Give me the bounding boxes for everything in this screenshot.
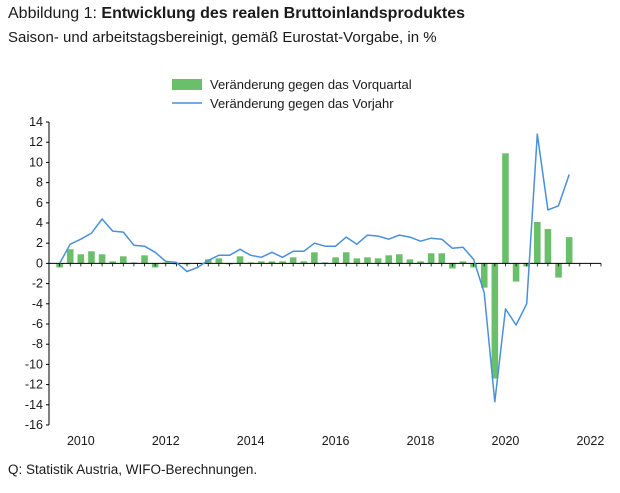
bar-quarter-change [374,258,382,264]
bar-quarter-change [279,261,286,264]
bar-quarter-change [353,258,361,264]
source-note: Q: Statistik Austria, WIFO-Berechnungen. [8,462,258,477]
bar-quarter-change [332,257,339,264]
bar-quarter-change [321,262,329,264]
bar-quarter-change [268,261,276,264]
bar-quarter-change [289,257,297,264]
title-prefix: Abbildung 1: [8,5,102,22]
bar-quarter-change [130,262,138,264]
x-tick-label: 2010 [67,434,95,448]
x-tick-label: 2012 [152,434,180,448]
legend: Veränderung gegen das Vorquartal Verände… [172,77,412,111]
bar-quarter-change [141,255,148,264]
bar-quarter-change [427,253,435,264]
y-tick-label: -12 [25,378,43,392]
legend-label-bar: Veränderung gegen das Vorquartal [210,77,412,92]
y-tick-label: 10 [29,155,43,169]
bar-quarter-change [300,261,308,264]
chart-title: Abbildung 1: Entwicklung des realen Brut… [8,5,465,23]
bar-quarter-change [88,251,95,264]
y-tick-label: 8 [36,176,43,190]
bar-quarter-change [120,256,127,264]
x-tick-label: 2016 [322,434,350,448]
bar-quarter-change [406,259,414,264]
bar-quarter-change [565,237,573,264]
bar-quarter-change [109,261,116,264]
axes [48,122,602,425]
bar-quarter-change [512,263,520,282]
y-tick-label: 2 [36,236,43,250]
bar-quarter-change [555,263,562,278]
bar-quarter-change [491,263,499,379]
legend-swatch-bar [172,79,202,90]
bar-series [56,153,573,379]
title-main: Entwicklung des realen Bruttoinlandsprod… [101,5,466,22]
bar-quarter-change [247,262,254,264]
x-tick-label: 2018 [407,434,435,448]
y-tick-label: -16 [25,418,43,432]
y-tick-label: 6 [36,196,43,210]
x-axis-ticks: 2010 2012 2014 2016 2018 2020 2022 [67,434,604,448]
bar-quarter-change [66,249,74,264]
legend-label-line: Veränderung gegen das Vorjahr [210,96,394,111]
x-tick-label: 2020 [492,434,520,448]
bar-quarter-change [364,257,371,264]
y-tick-label: -14 [25,398,43,412]
y-tick-label: -8 [32,337,43,351]
bar-quarter-change [236,256,244,264]
bar-quarter-change [98,254,106,264]
bar-quarter-change [77,254,85,264]
y-axis-ticks: 14 12 10 8 6 4 2 0 -2 -4 -6 -8 -10 -12 -14 -16 [25,115,49,432]
bar-quarter-change [311,252,318,264]
bar-quarter-change [215,258,223,264]
bar-quarter-change [480,263,488,288]
bar-quarter-change [534,221,541,264]
bar-quarter-change [459,261,467,264]
bar-quarter-change [417,261,424,264]
bar-quarter-change [438,253,446,264]
y-tick-label: 12 [29,135,43,149]
y-tick-label: -4 [32,297,43,311]
line-series [58,133,570,403]
y-tick-label: -2 [32,277,43,291]
y-tick-label: 0 [36,256,43,270]
bar-quarter-change [342,252,350,264]
bar-quarter-change [258,261,265,264]
y-tick-label: -10 [25,357,43,371]
bar-quarter-change [396,254,403,264]
bar-quarter-change [162,262,170,264]
bar-quarter-change [544,229,552,264]
y-tick-label: 4 [36,216,43,230]
line-year-change [58,133,570,403]
bar-quarter-change [385,255,392,264]
bar-quarter-change [204,259,212,264]
x-tick-label: 2022 [576,434,604,448]
y-tick-label: 14 [29,115,43,129]
bar-quarter-change [502,153,509,264]
chart-subtitle: Saison- und arbeitstagsbereinigt, gemäß … [8,29,437,46]
y-tick-label: -6 [32,317,43,331]
x-tick-label: 2014 [237,434,265,448]
